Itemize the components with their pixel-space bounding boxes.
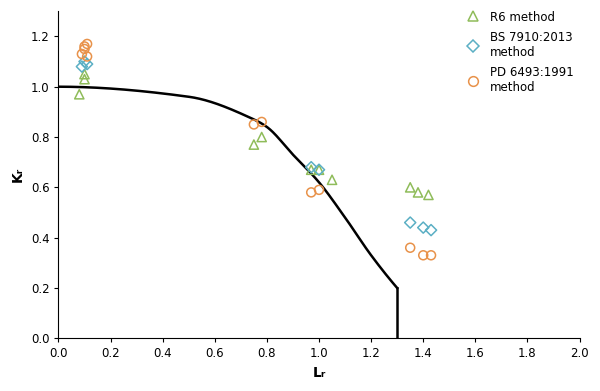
X-axis label: Lᵣ: Lᵣ bbox=[313, 366, 326, 380]
Point bbox=[82, 41, 92, 47]
Legend: R6 method, BS 7910:2013
method, PD 6493:1991
method: R6 method, BS 7910:2013 method, PD 6493:… bbox=[461, 11, 574, 94]
Y-axis label: Kᵣ: Kᵣ bbox=[11, 167, 25, 182]
Point bbox=[406, 219, 415, 226]
Point bbox=[424, 192, 433, 198]
Point bbox=[80, 46, 89, 52]
Point bbox=[77, 51, 86, 57]
Point bbox=[307, 189, 316, 196]
Point bbox=[257, 119, 266, 125]
Point bbox=[307, 167, 316, 173]
Point bbox=[77, 63, 86, 70]
Point bbox=[426, 252, 436, 258]
Point bbox=[327, 177, 337, 183]
Point bbox=[249, 121, 259, 127]
Point bbox=[406, 245, 415, 251]
Point bbox=[406, 184, 415, 190]
Point bbox=[413, 189, 423, 196]
Point bbox=[80, 76, 89, 82]
Point bbox=[82, 54, 92, 60]
Point bbox=[257, 134, 266, 140]
Point bbox=[314, 187, 324, 193]
Point bbox=[307, 164, 316, 170]
Point bbox=[80, 58, 89, 65]
Point bbox=[426, 227, 436, 233]
Point bbox=[418, 224, 428, 231]
Point bbox=[74, 91, 84, 97]
Point bbox=[80, 71, 89, 77]
Point bbox=[314, 167, 324, 173]
Point bbox=[249, 142, 259, 148]
Point bbox=[82, 61, 92, 67]
Point bbox=[80, 43, 89, 50]
Point bbox=[418, 252, 428, 258]
Point bbox=[314, 167, 324, 173]
